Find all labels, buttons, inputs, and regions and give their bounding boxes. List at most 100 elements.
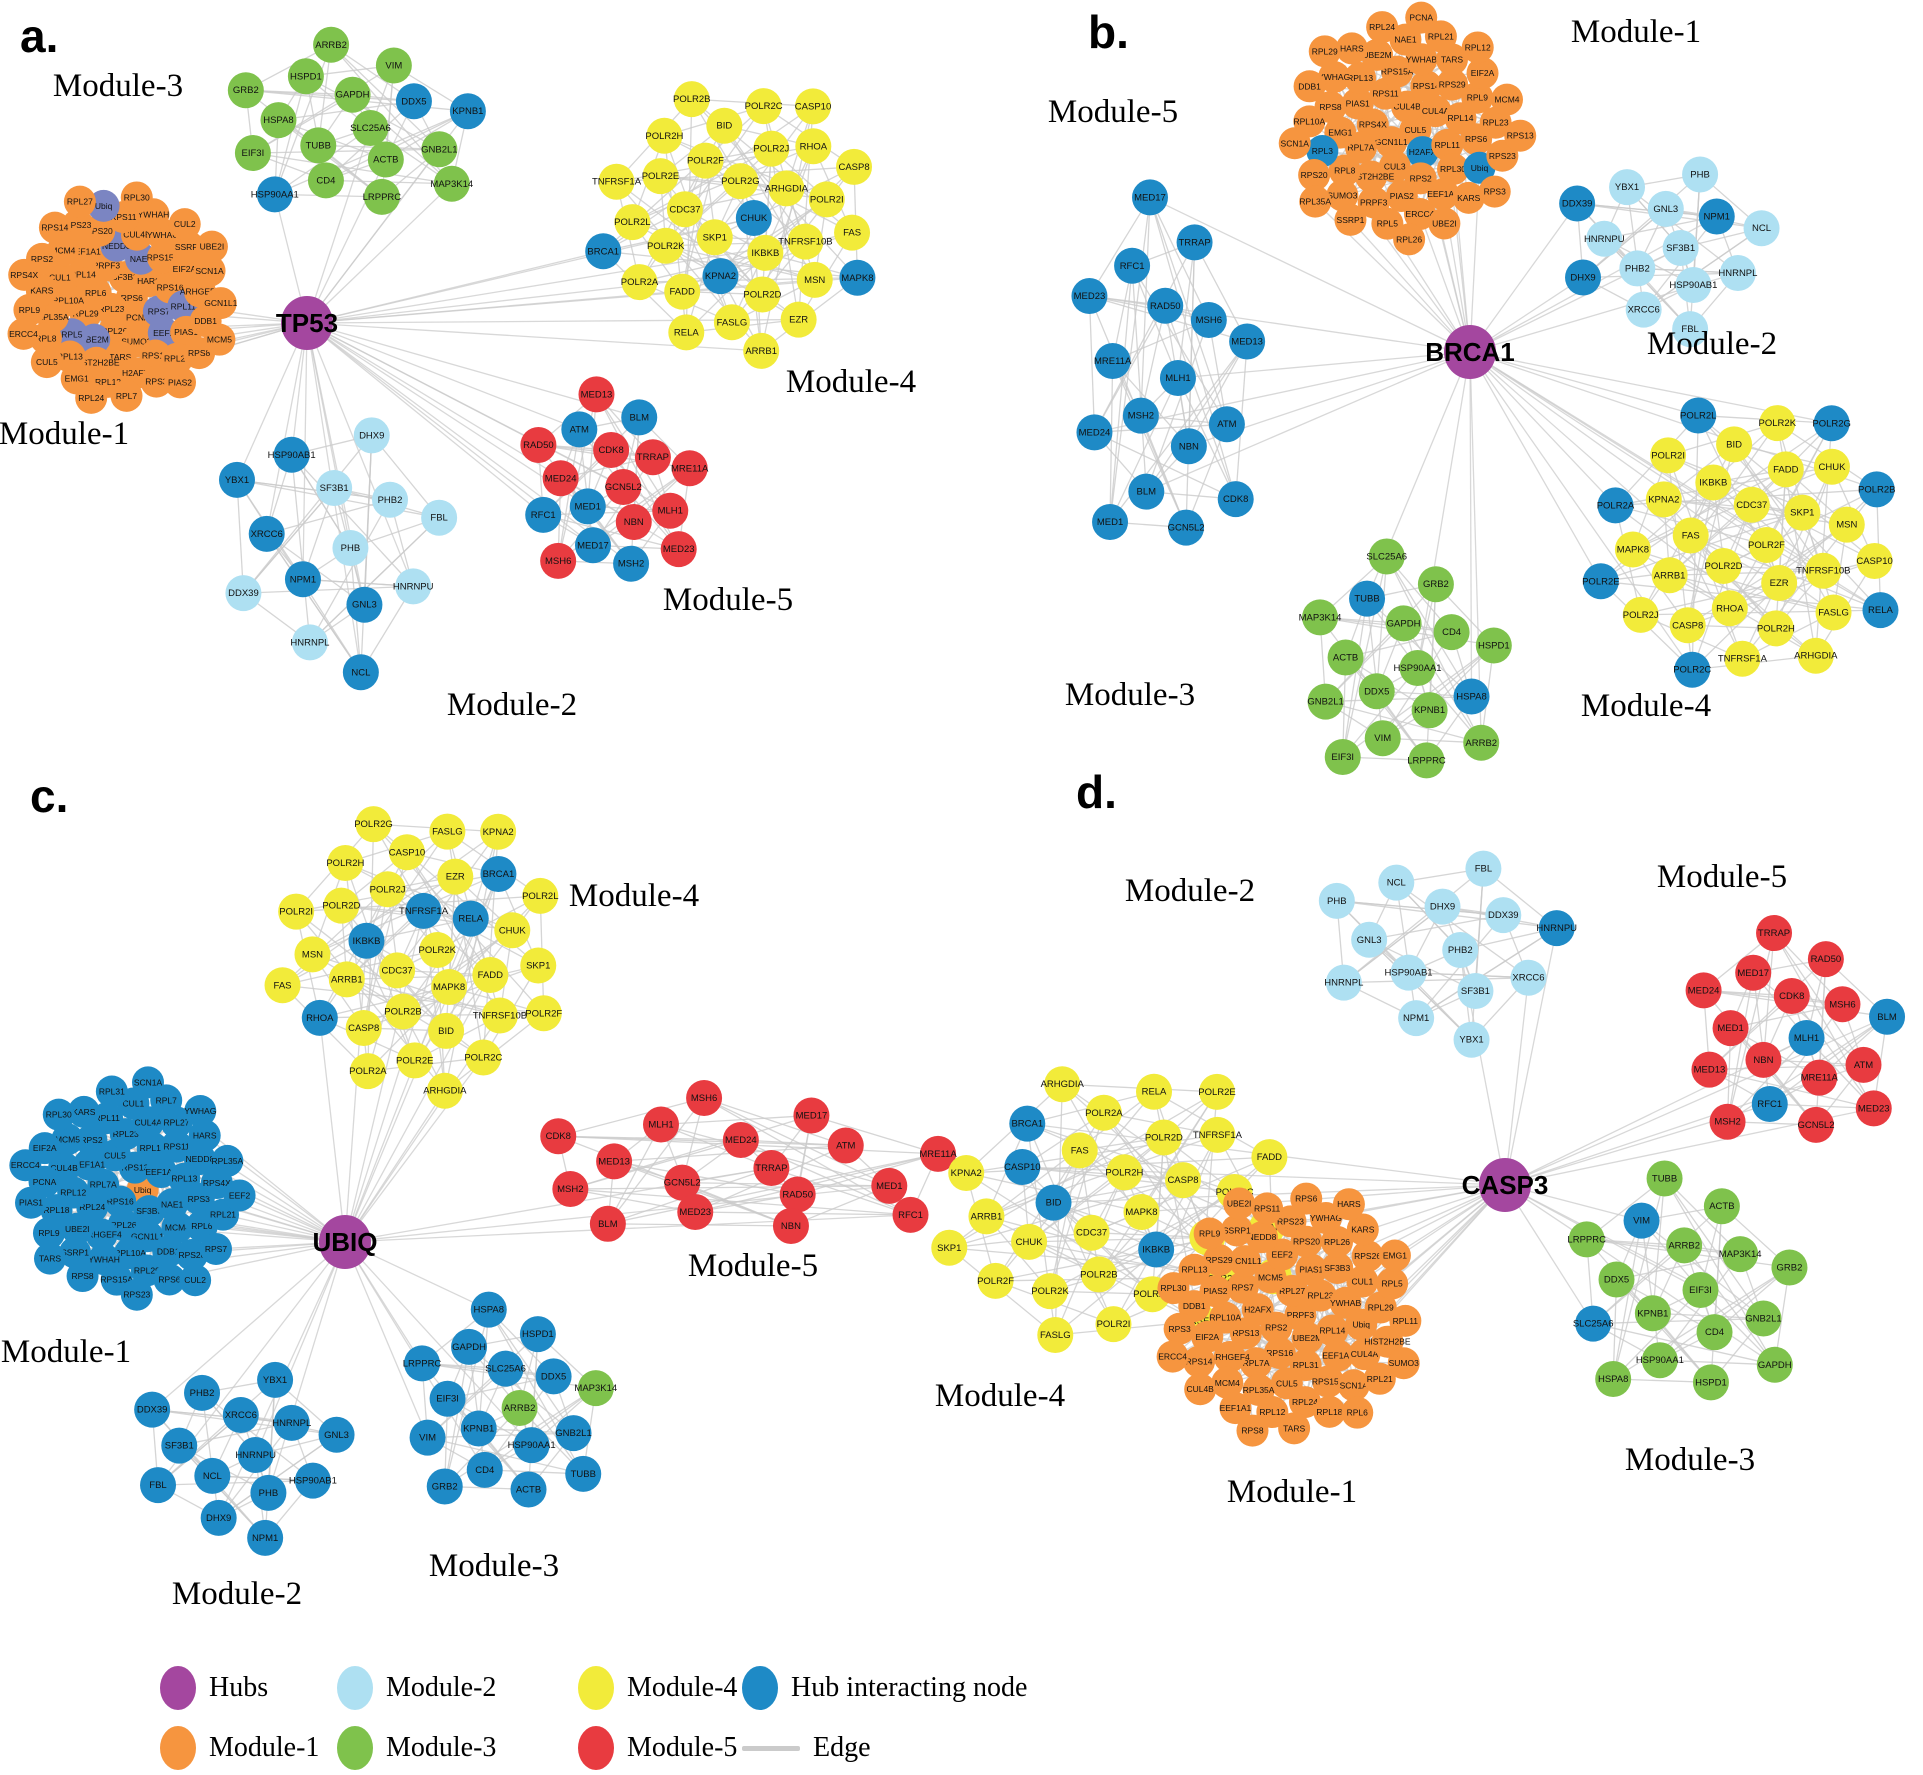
hub-node [281,296,333,350]
protein-node-label: RPS16 [1266,1348,1293,1358]
protein-node [535,1358,572,1395]
protein-node-label: LRPPRC [1567,1234,1606,1245]
protein-node-label: CDC37 [1076,1228,1107,1239]
protein-node-label: SKP1 [526,960,550,971]
hub-edge [306,322,632,565]
protein-node-label: GCN5L2 [605,482,642,493]
protein-node [87,189,120,222]
protein-node-label: RPL23 [1308,1291,1334,1301]
protein-node [1376,1267,1409,1300]
protein-node [1869,998,1906,1035]
protein-node [1743,210,1780,247]
protein-node [1318,882,1355,919]
protein-node-label: MAP3K14 [1719,1249,1762,1260]
protein-node [367,141,404,178]
protein-node-label: POLR2D [1145,1132,1183,1143]
protein-node [1411,692,1448,729]
edge [346,978,501,1017]
hub-edge [236,322,308,481]
protein-node [1807,941,1844,978]
protein-node-label: DHX9 [359,430,384,441]
hub-edge [344,1241,429,1438]
protein-node-label: CUL1 [1352,1277,1374,1287]
edge [178,1445,266,1539]
panel-a: SLC25A6 TUBB GAPDH ACTB HSPA8 DDX5 CD4 HSPD1 GNB… [0,10,916,723]
protein-node-label: KPNA2 [951,1168,982,1179]
protein-node-label: UBE2M [80,335,109,345]
protein-node [218,461,255,498]
protein-node-label: PCNA [33,1177,57,1187]
protein-node [1094,342,1131,379]
protein-node-label: RPL29 [1368,1302,1394,1312]
protein-node [614,204,651,241]
protein-node-label: PIAS2 [1203,1286,1227,1296]
protein-node-label: RPL7 [116,391,138,401]
protein-node [1145,1119,1182,1156]
protein-node-label: RPL14 [1447,113,1473,123]
protein-node [1217,481,1254,518]
protein-node [227,72,264,109]
protein-node [472,956,509,993]
protein-node-label: LRPPRC [403,1358,442,1369]
protein-node-label: NPM1 [252,1533,278,1544]
protein-node [1312,1365,1345,1398]
protein-node [1208,406,1245,443]
protein-node [1855,1090,1892,1127]
protein-node-label: SKP1 [937,1243,961,1254]
protein-node-label: POLR2C [1673,665,1711,676]
protein-node [67,1095,100,1128]
edge [252,152,452,185]
protein-node [1453,678,1490,715]
protein-node-label: HSP90AA1 [1636,1355,1684,1366]
labels: Module-4 Module-1 Module-5 Module-2 Module-3… [1,770,818,1612]
protein-node [379,952,416,989]
hub-edge [306,275,721,324]
protein-node-label: CASP8 [1167,1175,1198,1186]
edge [1386,556,1473,697]
hub-edge [255,1241,346,1456]
protein-node [1646,1160,1683,1197]
edge [1188,341,1248,447]
edge [1703,989,1843,1005]
protein-node [1390,954,1427,991]
protein-node-label: NEDD8 [185,1154,214,1164]
protein-node [1436,68,1469,101]
hub-edge [306,240,806,324]
protein-node [1767,451,1804,488]
protein-node [32,1217,65,1250]
protein-node-label: KPNA2 [705,271,736,282]
edge [1103,1112,1208,1238]
protein-node-label: CUL5 [1276,1378,1298,1388]
protein-node-label: EEF1A1 [1220,1403,1252,1413]
protein-node [1719,255,1756,292]
protein-node [1424,888,1461,925]
protein-node-label: IKBKB [1142,1245,1170,1256]
protein-node-label: HARS [1340,43,1364,53]
module-label: Module-5 [663,582,793,618]
protein-node-label: RPS14 [1186,1357,1213,1367]
protein-node-label: TUBB [1652,1173,1677,1184]
protein-node-label: RPS3 [1168,1324,1190,1334]
protein-node-label: Ubiq [1471,163,1489,173]
protein-node-label: EEF1A1 [1427,189,1459,199]
protein-node-label: PRPF3 [1360,197,1388,207]
edge [665,240,806,247]
hub-edge [1146,351,1471,493]
protein-node-label: ACTB [373,154,398,165]
protein-node-label: UBE2M [1362,50,1391,60]
protein-node-label: MED24 [1079,427,1111,438]
protein-node-label: CDK8 [1779,991,1804,1002]
protein-node [1326,179,1359,212]
protein-node [1316,1314,1349,1347]
hub-edge [306,322,680,550]
edge [986,1134,1218,1218]
protein-node-label: GCN1L1 [1229,1256,1262,1266]
protein-node-label: HNRNPU [235,1450,276,1461]
protein-node [256,176,293,213]
protein-node-label: RPS11 [1372,89,1399,99]
protein-node [1711,590,1748,627]
edge [1079,1150,1100,1275]
protein-node-label: HSP90AB1 [268,450,316,461]
protein-node-label: SSRP1 [175,242,203,252]
